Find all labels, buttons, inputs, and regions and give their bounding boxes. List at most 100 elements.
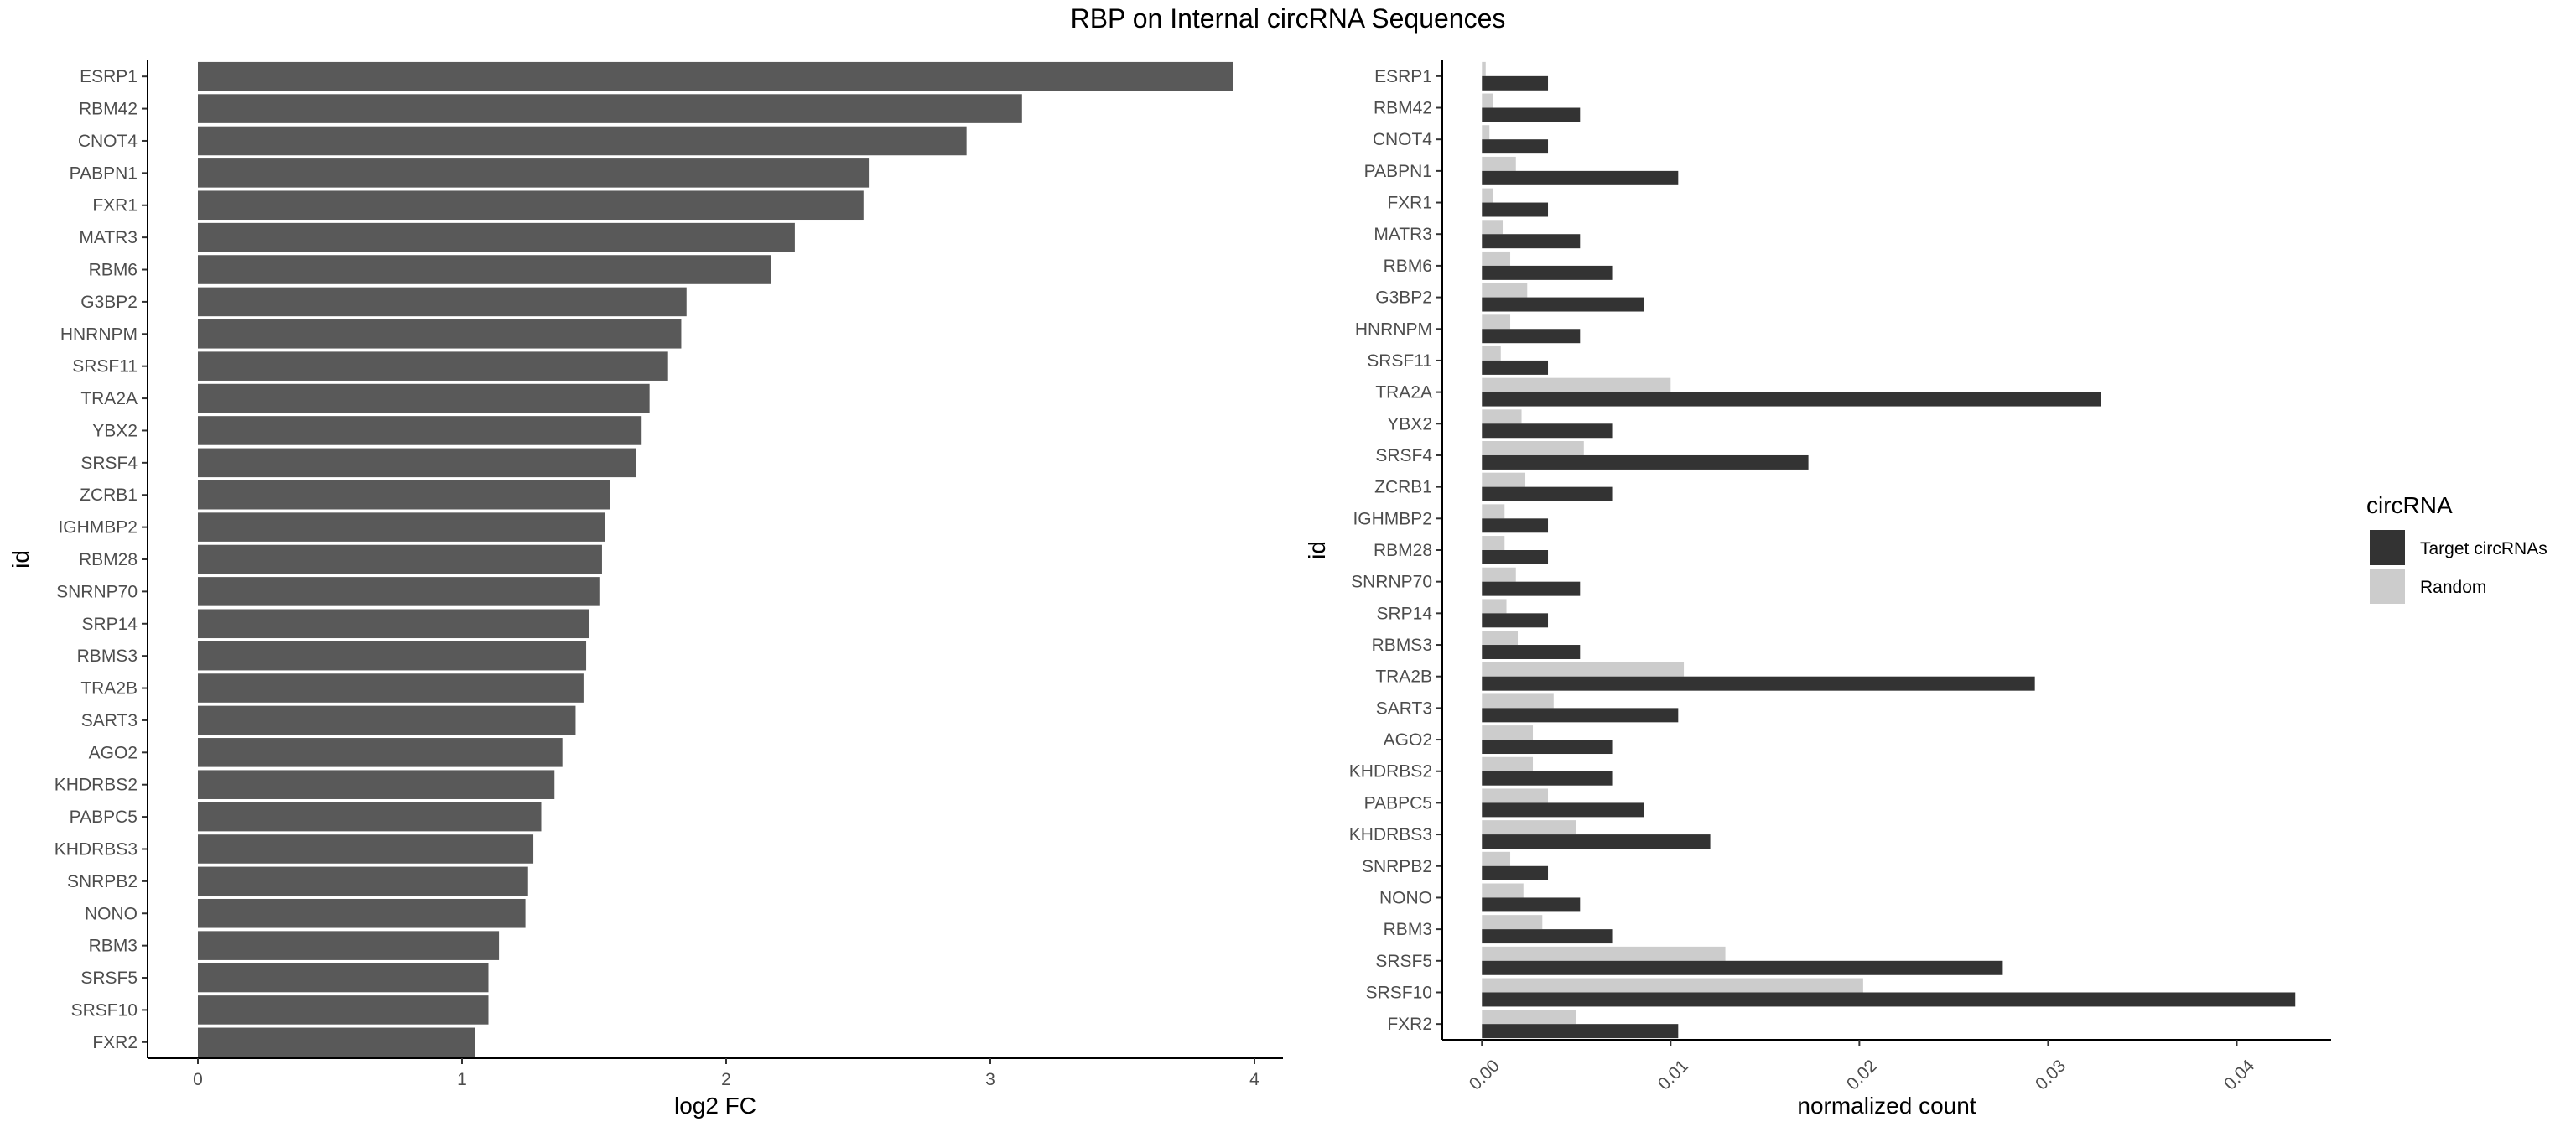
bar-random-ago2 [1482,725,1534,740]
bar-random-rbm28 [1482,536,1505,550]
y-tick-label: TRA2A [1375,383,1432,402]
bar-random-khdrbs2 [1482,756,1534,771]
bar-target-tra2a [1482,392,2101,407]
x-tick-label: 0.04 [2220,1056,2258,1093]
legend-label-random: Random [2420,578,2486,597]
legend-key-random [2370,569,2405,604]
y-tick-label: AGO2 [1384,730,1432,750]
legend-label-target: Target circRNAs [2420,539,2547,558]
bar-rbm3 [198,931,500,960]
legend-title: circRNA [2366,492,2453,518]
bar-random-rbm42 [1482,93,1493,108]
y-tick-label: PABPN1 [1364,162,1432,181]
bar-srp14 [198,609,589,639]
bar-target-matr3 [1482,234,1581,249]
y-tick-label: RBM3 [1384,920,1432,939]
bar-random-pabpc5 [1482,788,1549,803]
y-tick-label: KHDRBS2 [1349,762,1432,782]
y-tick-label: NONO [85,904,138,923]
y-tick-label: FXR2 [1387,1015,1432,1034]
y-tick-label: PABPN1 [70,164,138,183]
y-tick-label: CNOT4 [78,132,138,151]
y-tick-label: SRSF11 [1367,351,1432,371]
bar-target-ybx2 [1482,423,1613,439]
bar-srsf10 [198,995,489,1025]
y-tick-label: TRA2A [80,389,138,408]
y-tick-label: HNRNPM [60,325,138,344]
bar-srsf5 [198,963,489,993]
bar-random-sart3 [1482,693,1554,709]
y-tick-label: RBM42 [1374,99,1432,118]
x-tick-label: 0.02 [1843,1056,1881,1093]
y-tick-label: IGHMBP2 [1353,509,1432,528]
bar-random-g3bp2 [1482,283,1528,298]
y-tick-label: PABPC5 [1364,793,1432,813]
y-tick-label: FXR2 [92,1033,138,1052]
bar-random-nono [1482,883,1524,898]
y-tick-label: SRSF11 [72,357,138,377]
bar-random-zcrb1 [1482,472,1526,487]
y-tick-label: ZCRB1 [80,486,138,505]
y-tick-label: ZCRB1 [1374,478,1432,497]
y-tick-label: SNRNP70 [1351,573,1432,592]
bar-pabpc5 [198,802,542,832]
x-tick-label: 0.00 [1466,1056,1504,1093]
chart-title: RBP on Internal circRNA Sequences [1070,3,1506,34]
y-tick-label: G3BP2 [80,293,138,312]
y-tick-label: RBM42 [79,100,138,119]
y-tick-label: PABPC5 [70,808,138,827]
y-tick-label: SRSF10 [1366,983,1432,1002]
bar-target-snrnp70 [1482,581,1581,596]
y-tick-label: RBM28 [79,550,138,569]
y-tick-label: SNRPB2 [67,872,138,891]
x-tick-label: 0.03 [2032,1056,2070,1093]
y-tick-label: FXR1 [92,196,138,216]
y-axis-title: id [1304,541,1330,559]
bar-target-pabpc5 [1482,802,1644,818]
bar-esrp1 [198,61,1233,91]
y-tick-label: SNRNP70 [56,582,138,601]
bar-ighmbp2 [198,512,605,542]
bar-target-fxr2 [1482,1024,1679,1039]
bar-target-srsf4 [1482,454,1809,470]
y-tick-label: HNRNPM [1355,319,1432,339]
y-tick-label: SART3 [1376,699,1432,718]
bar-random-tra2b [1482,662,1685,677]
bar-target-nono [1482,897,1581,912]
y-tick-label: RBM6 [89,261,138,280]
y-tick-label: YBX2 [92,421,138,440]
bar-target-g3bp2 [1482,297,1644,312]
bar-target-cnot4 [1482,139,1549,154]
x-axis-title: log2 FC [674,1093,756,1119]
y-tick-label: RBM28 [1374,541,1432,560]
y-tick-label: CNOT4 [1373,130,1432,149]
bar-random-rbms3 [1482,631,1519,646]
bar-target-srsf11 [1482,360,1549,375]
bar-random-srsf5 [1482,946,1726,961]
bar-target-rbm42 [1482,107,1581,122]
bar-rbm6 [198,255,771,284]
y-tick-label: SRSF5 [80,969,138,988]
bar-random-matr3 [1482,220,1504,235]
bar-random-cnot4 [1482,125,1490,140]
bar-target-fxr1 [1482,202,1549,217]
bar-zcrb1 [198,480,610,510]
bar-khdrbs3 [198,834,534,864]
bar-rbms3 [198,641,587,671]
bar-random-srsf11 [1482,345,1501,361]
bar-cnot4 [198,126,967,156]
bar-target-ighmbp2 [1482,518,1549,533]
y-tick-label: SART3 [81,711,138,730]
bar-target-khdrbs2 [1482,771,1613,786]
bar-rbm28 [198,544,602,574]
y-tick-label: KHDRBS3 [55,839,138,859]
bar-tra2b [198,673,584,703]
x-tick-label: 4 [1249,1070,1259,1089]
y-tick-label: G3BP2 [1375,288,1432,308]
bar-target-snrpb2 [1482,865,1549,880]
y-axis-title: id [8,550,34,569]
y-tick-label: SRSF4 [1375,446,1432,465]
bar-hnrnpm [198,319,682,349]
y-tick-label: RBMS3 [1372,636,1432,655]
bar-random-hnrnpm [1482,314,1511,330]
